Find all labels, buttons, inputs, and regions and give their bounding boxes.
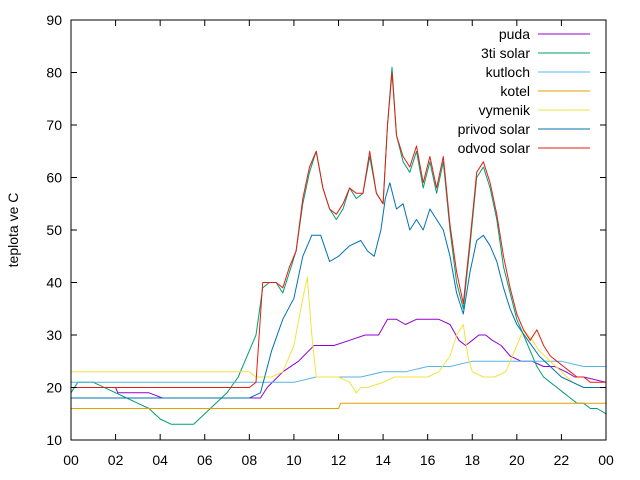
x-axis: 00 02 04 06 08 10 12 14 16 18 20 22 00 bbox=[63, 20, 614, 468]
legend-label: odvod solar bbox=[458, 140, 531, 156]
x-tick-label: 16 bbox=[420, 452, 436, 468]
x-tick-label: 08 bbox=[242, 452, 258, 468]
series-line-odvod-solar bbox=[71, 72, 606, 388]
legend-label: puda bbox=[499, 26, 530, 42]
x-tick-label: 12 bbox=[331, 452, 347, 468]
series-lines bbox=[70, 66, 607, 425]
x-tick-label: 22 bbox=[554, 452, 570, 468]
series-line-vymenik bbox=[71, 276, 606, 394]
x-tick-label: 02 bbox=[108, 452, 124, 468]
y-tick-label: 80 bbox=[46, 65, 62, 81]
y-tick-label: 90 bbox=[46, 12, 62, 28]
series-line-kotel bbox=[71, 402, 606, 409]
y-tick-label: 50 bbox=[46, 222, 62, 238]
x-tick-label: 00 bbox=[598, 452, 614, 468]
x-tick-label: 18 bbox=[464, 452, 480, 468]
y-axis: 10 20 30 40 50 60 70 80 90 bbox=[46, 12, 606, 448]
legend-label: kotel bbox=[500, 83, 530, 99]
x-tick-label: 14 bbox=[375, 452, 391, 468]
x-tick-label: 00 bbox=[63, 452, 79, 468]
series-line-kutloch bbox=[71, 360, 606, 383]
y-axis-title: teplota ve C bbox=[5, 193, 21, 268]
x-tick-label: 20 bbox=[509, 452, 525, 468]
y-tick-label: 40 bbox=[46, 275, 62, 291]
y-tick-label: 10 bbox=[46, 432, 62, 448]
y-tick-label: 60 bbox=[46, 170, 62, 186]
legend-label: vymenik bbox=[479, 102, 531, 118]
y-tick-label: 70 bbox=[46, 117, 62, 133]
legend: puda 3ti solar kutloch kotel vymenik privod s… bbox=[458, 26, 590, 156]
x-tick-label: 04 bbox=[152, 452, 168, 468]
legend-label: privod solar bbox=[458, 121, 531, 137]
x-tick-label: 06 bbox=[197, 452, 213, 468]
legend-label: kutloch bbox=[486, 64, 530, 80]
x-tick-label: 10 bbox=[286, 452, 302, 468]
y-tick-label: 20 bbox=[46, 380, 62, 396]
legend-label: 3ti solar bbox=[481, 45, 530, 61]
series-line-puda bbox=[71, 318, 607, 399]
series-line-privod-solar bbox=[71, 182, 606, 399]
y-tick-label: 30 bbox=[46, 327, 62, 343]
